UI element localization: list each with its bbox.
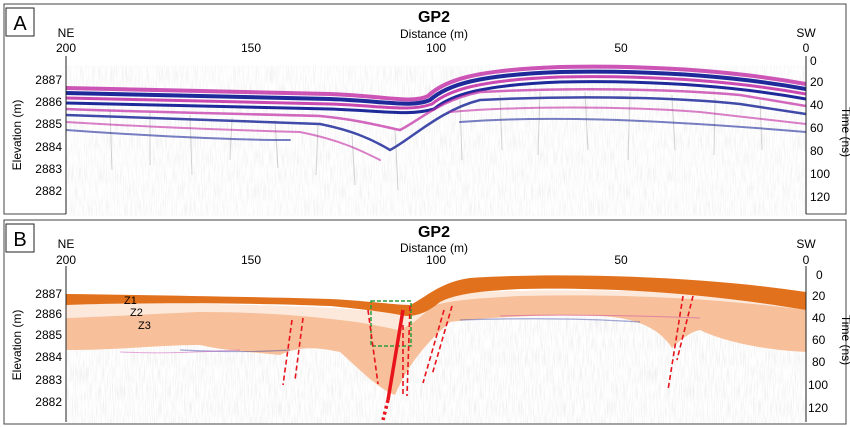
panel-a-elev-2885: 2885 (35, 117, 62, 131)
panel-b-frame (3, 219, 847, 425)
panel-b-time-80: 80 (812, 355, 826, 369)
panel-a-title: GP2 (418, 9, 450, 26)
panel-a: A GP2 Distance (m) NE SW 200 150 100 50 … (3, 3, 850, 216)
panel-a-xlabel: Distance (m) (400, 27, 468, 41)
panel-a-time-60: 60 (810, 121, 824, 135)
panel-b-x-tick-50: 50 (614, 253, 628, 267)
panel-b-ylabel-left: Elevation (m) (10, 310, 24, 381)
zone-label-z1: Z1 (124, 295, 137, 307)
panel-a-left-direction: NE (58, 26, 75, 40)
panel-a-elev-2886: 2886 (35, 95, 62, 109)
panel-b-letter-box: B (5, 223, 35, 253)
panel-a-time-120: 120 (810, 190, 830, 204)
panel-b-elev-2887: 2887 (35, 287, 62, 301)
panel-a-time-80: 80 (810, 144, 824, 158)
panel-a-x-tick-0: 0 (803, 41, 810, 55)
panel-b-interpretation: Z1 Z2 Z3 (66, 266, 806, 423)
panel-b-letter: B (13, 229, 26, 251)
panel-a-ylabel-right: Time (ns) (839, 107, 850, 157)
panel-b-elev-ticks: 2887 2886 2885 2884 2883 2882 (35, 287, 62, 409)
panel-b-left-direction: NE (58, 237, 75, 251)
panel-b-elev-2883: 2883 (35, 373, 62, 387)
panel-b-right-direction: SW (796, 237, 816, 251)
zone-label-z3: Z3 (138, 320, 151, 332)
panel-b-title: GP2 (418, 224, 450, 241)
panel-a-x-tick-100: 100 (426, 41, 446, 55)
panel-b-time-40: 40 (812, 311, 826, 325)
panel-b-x-tick-100: 100 (426, 253, 446, 267)
panel-a-x-tick-50: 50 (614, 41, 628, 55)
panel-b-time-20: 20 (812, 289, 826, 303)
panel-a-time-40: 40 (810, 98, 824, 112)
panel-a-radargram (66, 56, 806, 216)
panel-a-x-tick-200: 200 (56, 41, 76, 55)
panel-b-time-100: 100 (808, 378, 828, 392)
panel-a-elev-2884: 2884 (35, 140, 62, 154)
panel-a-time-ticks: 0 20 40 60 80 100 120 (810, 54, 830, 204)
panel-a-time-100: 100 (810, 167, 830, 181)
panel-b-elev-2886: 2886 (35, 307, 62, 321)
panel-a-elev-2883: 2883 (35, 162, 62, 176)
panel-a-right-direction: SW (796, 26, 816, 40)
layer-z2 (66, 290, 806, 330)
panel-b: B GP2 Distance (m) NE SW 200 150 100 50 … (3, 219, 850, 425)
panel-b-time-60: 60 (812, 333, 826, 347)
panel-b-time-0: 0 (816, 268, 823, 282)
panel-b-x-tick-200: 200 (56, 253, 76, 267)
layer-z3 (66, 290, 806, 395)
panel-b-xlabel: Distance (m) (400, 241, 468, 255)
highlight-box (370, 300, 412, 347)
panel-b-x-ticks: 200 150 100 50 0 (56, 253, 810, 267)
panel-a-elev-2882: 2882 (35, 184, 62, 198)
layer-z1 (66, 275, 806, 316)
panel-b-elev-2884: 2884 (35, 350, 62, 364)
panel-a-ylabel-left: Elevation (m) (10, 100, 24, 171)
panel-b-time-120: 120 (808, 401, 828, 415)
zone-label-z2: Z2 (130, 307, 143, 319)
panel-a-letter-box: A (5, 7, 35, 37)
panel-a-x-tick-150: 150 (241, 41, 261, 55)
panel-b-x-tick-0: 0 (803, 253, 810, 267)
panel-b-ylabel-right: Time (ns) (839, 315, 850, 365)
main-fault (386, 309, 405, 401)
panel-a-time-20: 20 (810, 75, 824, 89)
panel-a-elev-2887: 2887 (35, 73, 62, 87)
panel-a-letter: A (13, 13, 27, 35)
panel-a-elev-ticks: 2887 2886 2885 2884 2883 2882 (35, 73, 62, 198)
panel-b-elev-2885: 2885 (35, 328, 62, 342)
panel-a-time-0: 0 (810, 54, 817, 68)
panel-b-elev-2882: 2882 (35, 395, 62, 409)
minor-faults (282, 295, 694, 397)
panel-b-time-ticks: 0 20 40 60 80 100 120 (808, 268, 828, 415)
panel-b-x-tick-150: 150 (241, 253, 261, 267)
panel-a-x-ticks: 200 150 100 50 0 (56, 41, 810, 55)
